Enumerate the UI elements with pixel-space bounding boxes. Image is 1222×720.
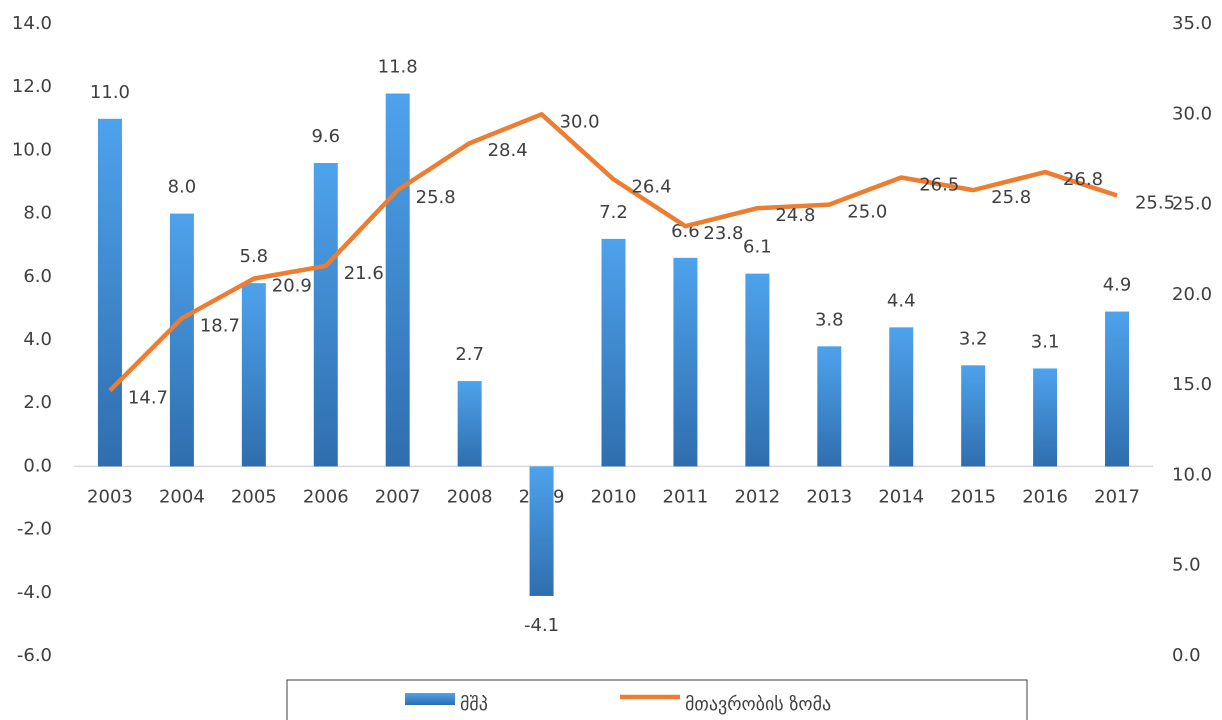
bar: [1105, 311, 1130, 467]
y-tick-label: -6.0: [17, 645, 52, 666]
bar: [385, 93, 410, 467]
x-tick-label: 2011: [663, 486, 709, 507]
line-value-label: 26.8: [1063, 169, 1103, 190]
y-tick-label: 14.0: [12, 13, 52, 34]
x-tick-label: 2007: [375, 486, 421, 507]
bar: [457, 381, 482, 467]
x-tick-label: 2006: [303, 486, 349, 507]
x-tick-label: 2008: [447, 486, 493, 507]
bar-value-label: 4.4: [887, 290, 916, 311]
bar: [529, 466, 554, 596]
line-value-label: 21.6: [344, 263, 384, 284]
bar-value-label: 11.8: [378, 57, 418, 78]
y-tick-label: 8.0: [23, 203, 52, 224]
line-value-label: 25.5: [1135, 193, 1175, 214]
bar: [313, 163, 338, 467]
y-tick-label: 0.0: [23, 455, 52, 476]
y-tick-label: 4.0: [23, 329, 52, 350]
bar-value-label: 11.0: [90, 82, 130, 103]
x-tick-label: 2010: [591, 486, 637, 507]
line-value-label: 25.8: [991, 187, 1031, 208]
line-value-label: 14.7: [128, 388, 168, 409]
bar: [241, 283, 266, 467]
legend-box: [286, 679, 1028, 720]
line-value-label: 26.4: [631, 176, 671, 197]
y-tick-label: 10.0: [12, 139, 52, 160]
line-value-label: 25.8: [416, 187, 456, 208]
x-tick-label: 2005: [231, 486, 277, 507]
bar: [817, 346, 842, 467]
bar: [169, 213, 194, 467]
y-tick-label: 6.0: [23, 266, 52, 287]
x-tick-label: 2015: [950, 486, 996, 507]
bar-value-label: 8.0: [168, 177, 197, 198]
bar-value-label: 3.2: [959, 328, 988, 349]
bar: [745, 273, 770, 467]
bar-value-label: 7.2: [599, 202, 628, 223]
bar: [601, 238, 626, 467]
legend-label: მშპ: [460, 694, 488, 715]
y2-tick-label: 35.0: [1172, 13, 1212, 34]
line-value-label: 18.7: [200, 315, 240, 336]
bar: [97, 118, 122, 467]
bar-value-label: 6.1: [743, 237, 772, 258]
line-value-label: 25.0: [847, 202, 887, 223]
y2-tick-label: 0.0: [1172, 645, 1201, 666]
y2-tick-label: 30.0: [1172, 103, 1212, 124]
bar-value-label: 9.6: [311, 126, 340, 147]
line-value-label: 24.8: [775, 205, 815, 226]
x-tick-label: 2012: [734, 486, 780, 507]
line-value-label: 20.9: [272, 276, 312, 297]
y2-tick-label: 5.0: [1172, 555, 1201, 576]
bar: [1033, 368, 1058, 467]
bar: [889, 327, 914, 467]
y-tick-label: -4.0: [17, 582, 52, 603]
bar-value-label: 2.7: [455, 344, 484, 365]
line-value-label: 30.0: [560, 111, 600, 132]
x-tick-label: 2017: [1094, 486, 1140, 507]
y-tick-label: -2.0: [17, 519, 52, 540]
x-tick-label: 2004: [159, 486, 205, 507]
y2-tick-label: 25.0: [1172, 194, 1212, 215]
y-tick-label: 12.0: [12, 76, 52, 97]
line-value-label: 26.5: [919, 174, 959, 195]
line-value-label: 28.4: [488, 140, 528, 161]
y2-tick-label: 10.0: [1172, 464, 1212, 485]
bar-value-label: 4.9: [1103, 275, 1132, 296]
bar-value-label: 5.8: [240, 246, 269, 267]
bar-value-label: 3.8: [815, 309, 844, 330]
legend-swatch-bar: [405, 693, 455, 705]
y2-tick-label: 15.0: [1172, 374, 1212, 395]
bar-value-label: -4.1: [524, 615, 559, 636]
line-value-label: 23.8: [703, 223, 743, 244]
x-tick-label: 2003: [87, 486, 133, 507]
bar-value-label: 3.1: [1031, 331, 1060, 352]
bar: [961, 365, 986, 467]
x-tick-label: 2013: [806, 486, 852, 507]
legend-label: მთავრობის ზომა: [685, 694, 831, 715]
x-tick-label: 2014: [878, 486, 924, 507]
bar: [673, 257, 698, 467]
y2-tick-label: 20.0: [1172, 284, 1212, 305]
y-tick-label: 2.0: [23, 392, 52, 413]
x-tick-label: 2016: [1022, 486, 1068, 507]
line: [108, 112, 1118, 393]
